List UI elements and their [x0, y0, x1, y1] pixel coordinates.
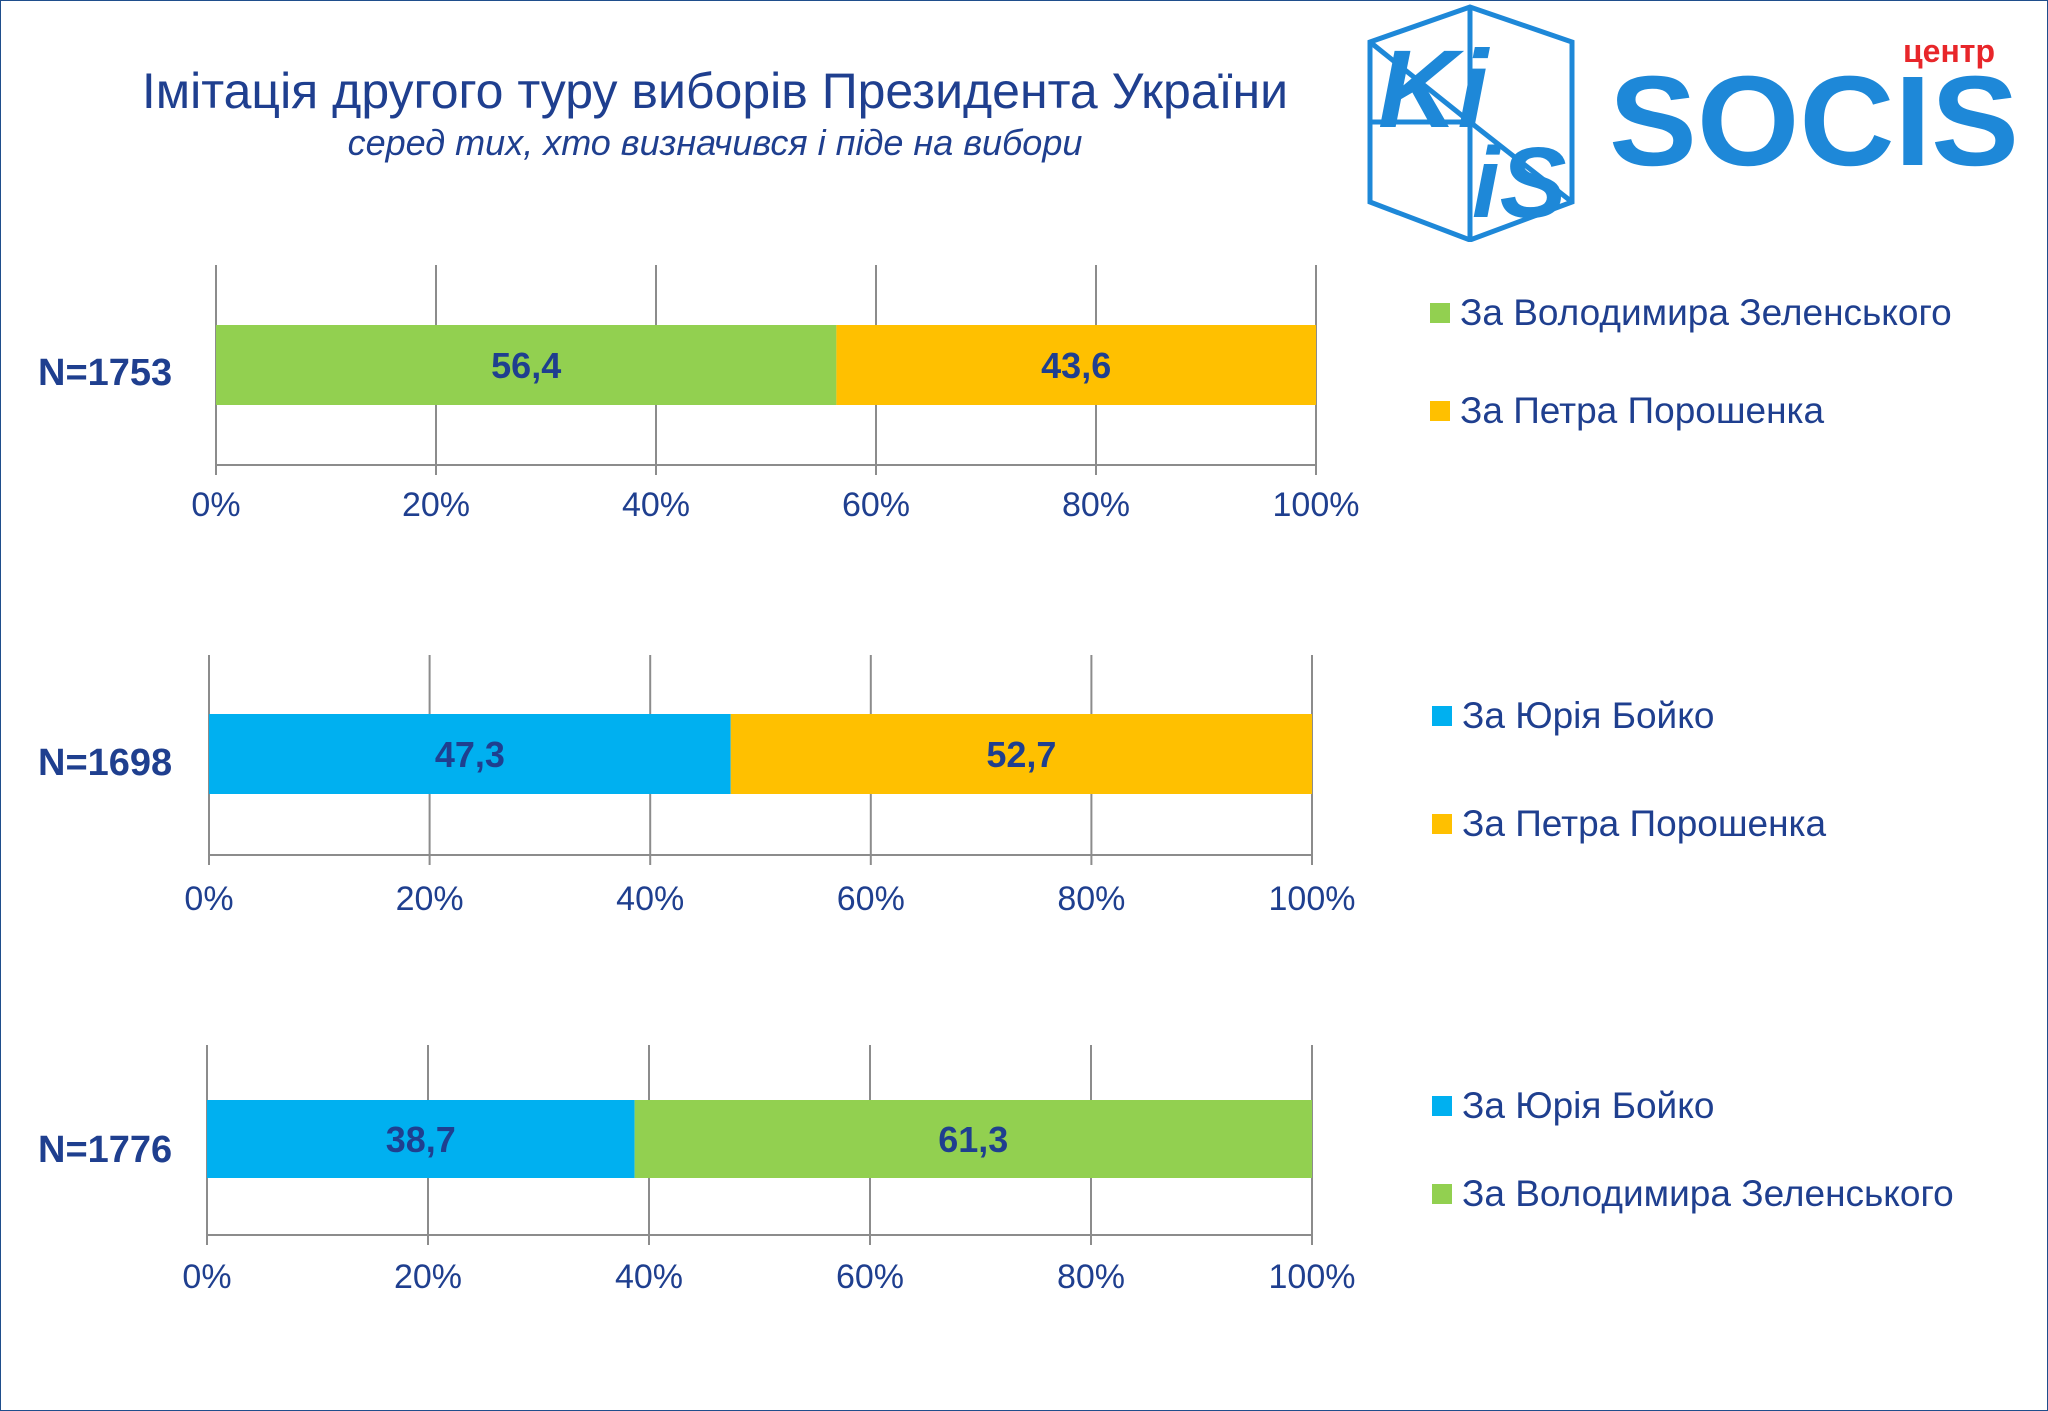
legend-swatch [1432, 706, 1452, 726]
x-tick-label: 60% [837, 880, 905, 918]
kiis-cube-logo-icon: Ki iS [1367, 4, 1575, 242]
x-tick-label: 80% [1057, 880, 1125, 918]
legend-label: За Володимира Зеленського [1460, 292, 1952, 333]
socis-logo-text: SOCIS [1609, 50, 2019, 180]
bar-segment [216, 325, 837, 405]
x-tick-label: 0% [182, 1258, 231, 1296]
page-subtitle: серед тих, хто визначився і піде на вибо… [347, 122, 1083, 163]
x-tick-label: 20% [394, 1258, 462, 1296]
data-label: 38,7 [386, 1119, 456, 1160]
legend-swatch [1430, 303, 1450, 323]
bar-segment [209, 714, 731, 794]
x-tick-label: 40% [615, 1258, 683, 1296]
x-tick-label: 60% [836, 1258, 904, 1296]
category-label: N=1753 [38, 352, 172, 394]
kiis-logo-text-ki: Ki [1378, 28, 1490, 151]
socis-small-text: центр [1903, 33, 1995, 69]
bar-segment [207, 1100, 635, 1178]
bar-segment [836, 325, 1316, 405]
page-title: Імітація другого туру виборів Президента… [141, 63, 1289, 119]
category-label: N=1776 [38, 1129, 172, 1171]
legend-swatch [1432, 1184, 1452, 1204]
x-tick-label: 60% [842, 486, 910, 524]
data-label: 56,4 [491, 345, 561, 386]
data-label: 43,6 [1041, 345, 1111, 386]
bar-segment [634, 1100, 1312, 1178]
legend-swatch [1432, 814, 1452, 834]
bar-segment [730, 714, 1312, 794]
x-tick-label: 100% [1273, 486, 1360, 524]
x-tick-label: 40% [616, 880, 684, 918]
legend-label: За Володимира Зеленського [1462, 1173, 1954, 1214]
kiis-logo-text-is: iS [1472, 127, 1566, 239]
socis-logo-icon: центр SOCIS [1609, 33, 2019, 180]
x-tick-label: 0% [184, 880, 233, 918]
legend-label: За Петра Порошенка [1460, 390, 1825, 431]
x-tick-label: 100% [1269, 1258, 1356, 1296]
x-tick-label: 0% [191, 486, 240, 524]
data-label: 61,3 [938, 1119, 1008, 1160]
data-label: 52,7 [986, 734, 1056, 775]
legend-swatch [1430, 401, 1450, 421]
x-tick-label: 100% [1269, 880, 1356, 918]
legend-label: За Юрія Бойко [1462, 695, 1714, 736]
category-label: N=1698 [38, 742, 172, 784]
legend-label: За Юрія Бойко [1462, 1085, 1714, 1126]
x-tick-label: 20% [396, 880, 464, 918]
x-tick-label: 40% [622, 486, 690, 524]
legend-swatch [1432, 1096, 1452, 1116]
x-tick-label: 80% [1057, 1258, 1125, 1296]
data-label: 47,3 [435, 734, 505, 775]
legend-label: За Петра Порошенка [1462, 803, 1827, 844]
x-tick-label: 80% [1062, 486, 1130, 524]
x-tick-label: 20% [402, 486, 470, 524]
